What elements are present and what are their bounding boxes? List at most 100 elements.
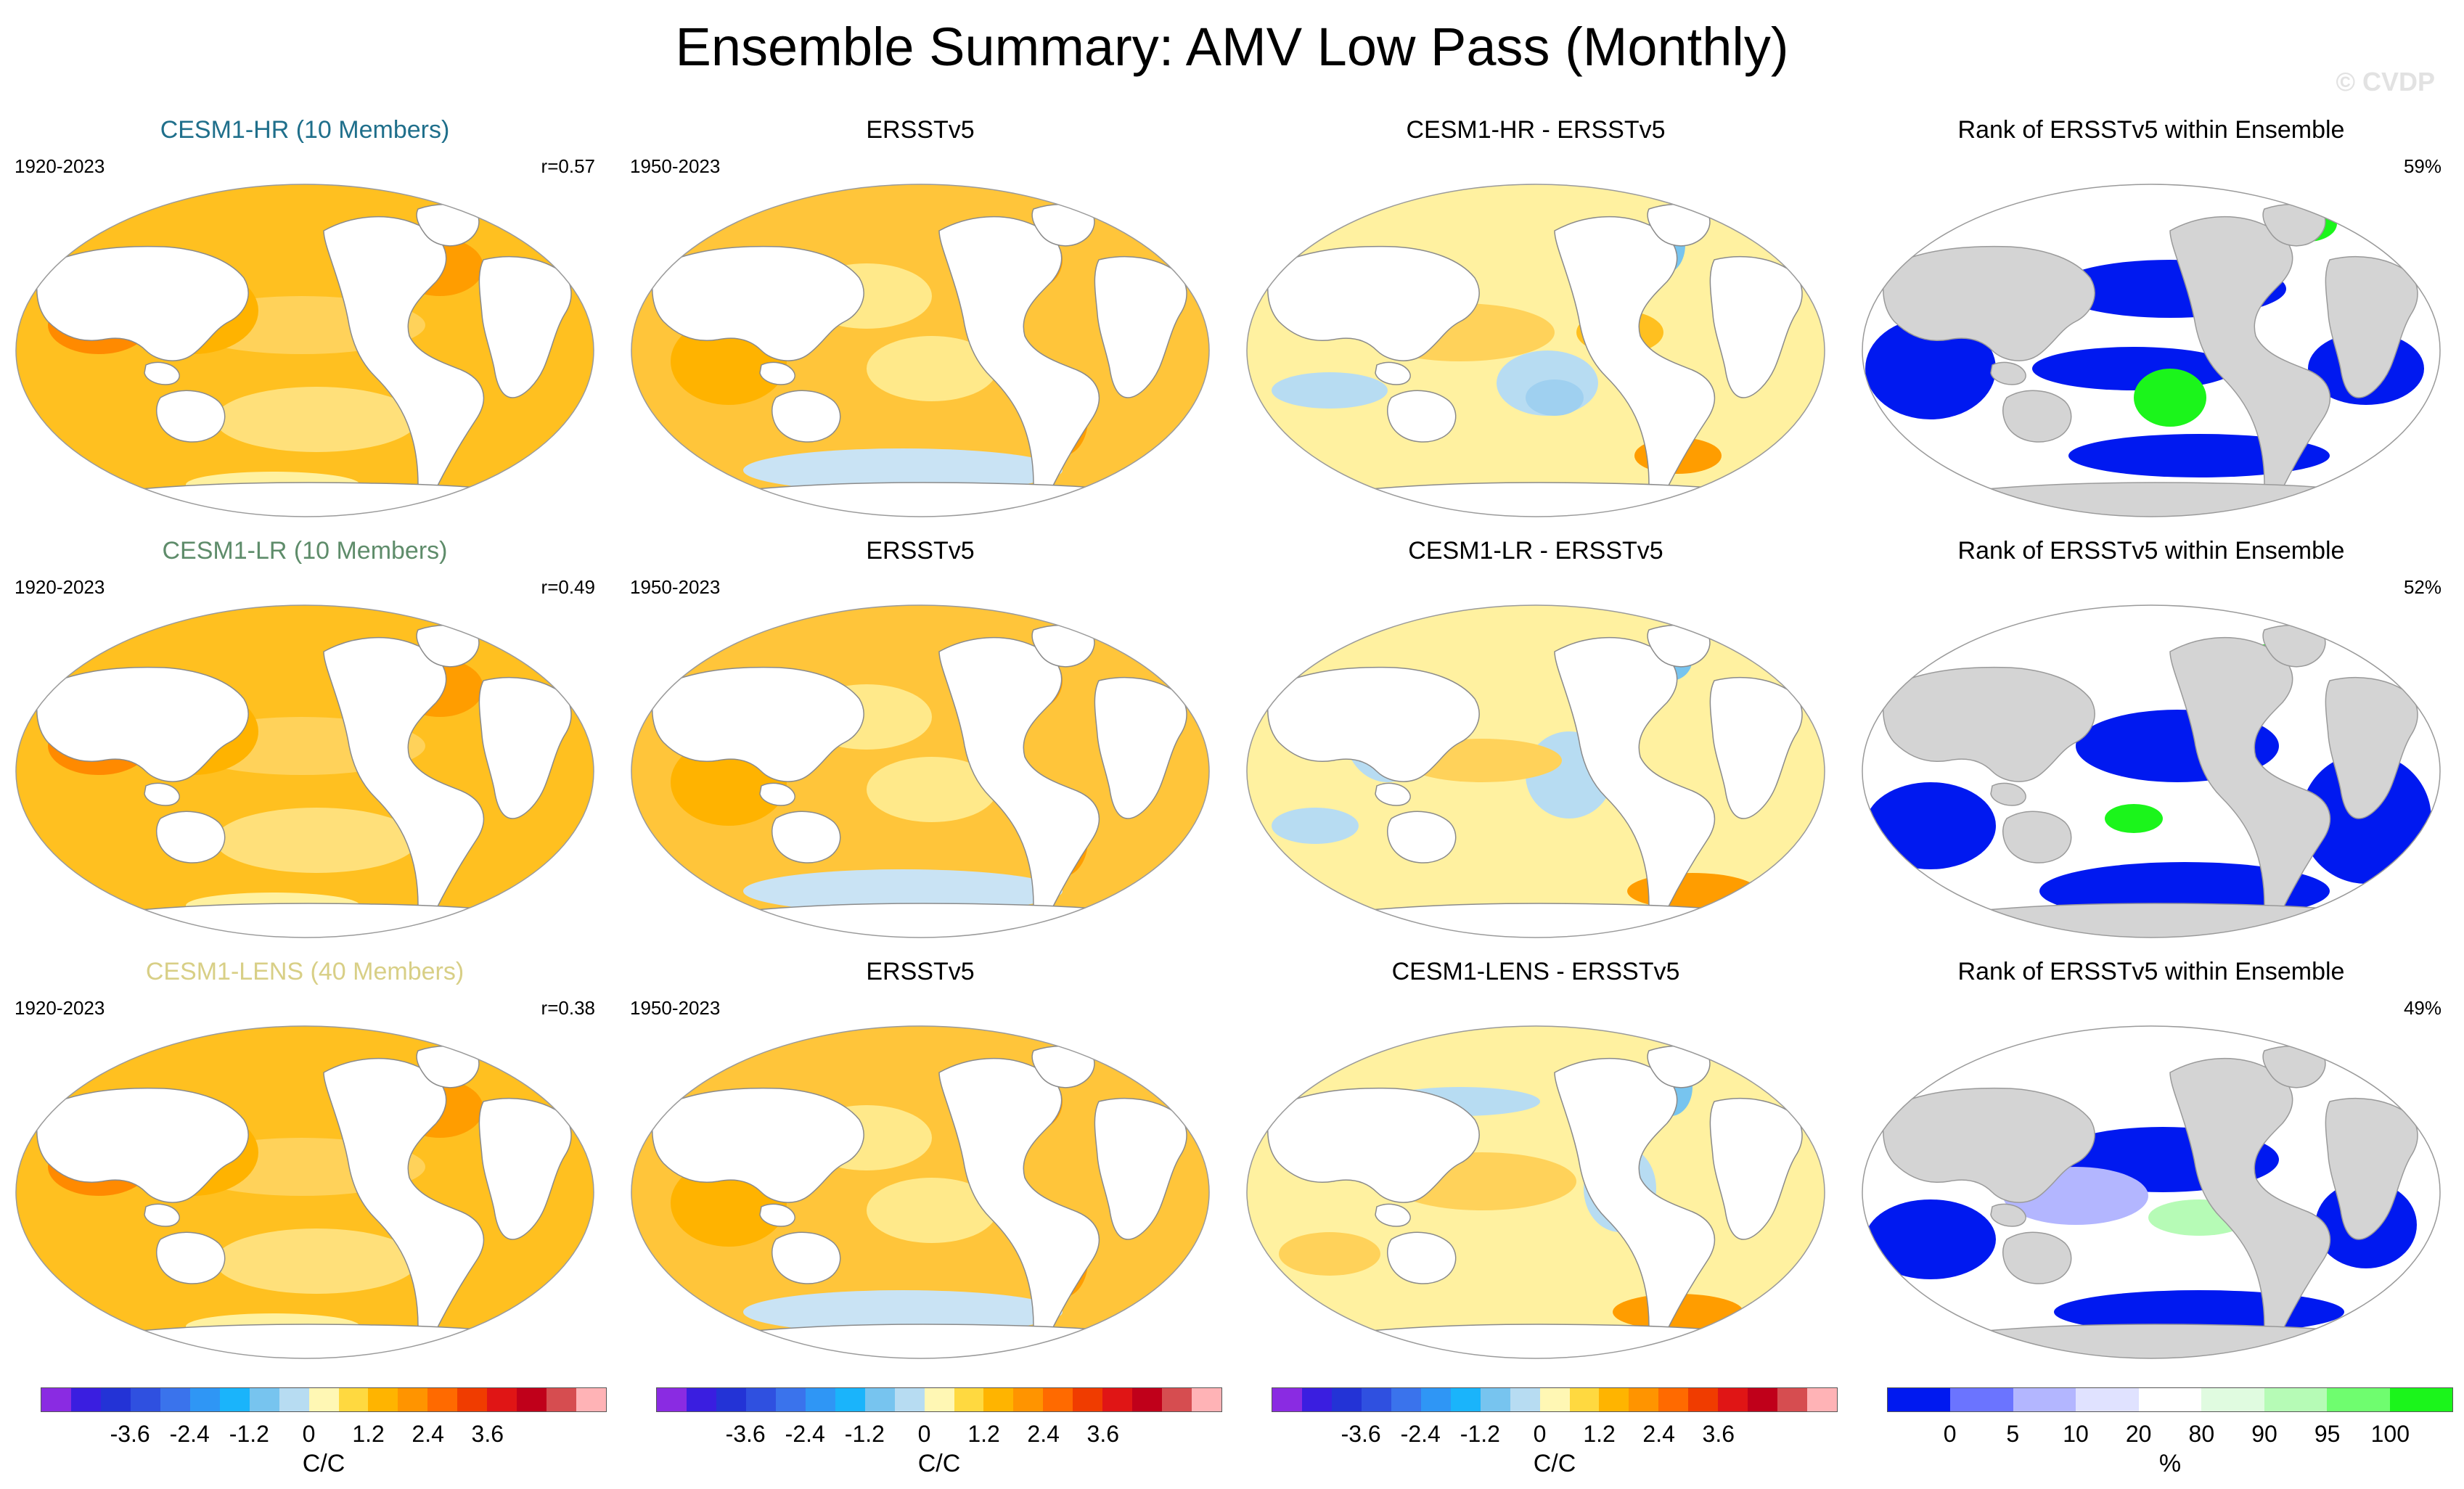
anomaly-region [743, 869, 1063, 913]
colorbar-tick-label: 90 [2251, 1421, 2277, 1447]
land-antarctica [1285, 1324, 1795, 1358]
colorbar-tick-label: 5 [2006, 1421, 2020, 1447]
panel-obs-r1: ERSSTv5 1950-2023 [615, 116, 1225, 522]
map-model-r1 [15, 184, 594, 517]
colorbar-swatch [1510, 1388, 1540, 1411]
colorbar-swatch [2389, 1388, 2452, 1411]
colorbar-tick-label: -2.4 [1400, 1421, 1441, 1447]
panel-title: Rank of ERSSTv5 within Ensemble [1957, 537, 2345, 565]
colorbar-swatch [1777, 1388, 1808, 1411]
colorbar-tick-label: 10 [2063, 1421, 2089, 1447]
anomaly-region [743, 448, 1063, 492]
land-eurasia_east [652, 245, 864, 361]
land-antarctica [1901, 903, 2410, 938]
colorbar-obs: -3.6 -2.4 -1.2 0 1.2 2.4 3.6 C/C [656, 1387, 1222, 1489]
land-australia [2002, 811, 2072, 864]
colorbar-tick-label: -1.2 [844, 1421, 885, 1447]
colorbar-swatch [1450, 1388, 1481, 1411]
map-outline [1862, 184, 2441, 517]
anomaly-region [743, 1290, 1063, 1334]
land-antarctica [670, 1324, 1179, 1358]
panel-diff-r1: CESM1-HR - ERSSTv5 [1231, 116, 1841, 522]
map-outline [1246, 184, 1825, 517]
colorbar-tick-label: 95 [2314, 1421, 2341, 1447]
colorbar-swatch [1331, 1388, 1362, 1411]
correlation-label: r=0.38 [541, 997, 595, 1019]
land-antarctica [1285, 482, 1795, 517]
land-eurasia_east [1267, 666, 1480, 782]
colorbar-swatch [775, 1388, 806, 1411]
colorbar-tick-label: 3.6 [1702, 1421, 1735, 1447]
colorbar-boxes [1887, 1387, 2453, 1412]
colorbar-tick-label: -1.2 [1460, 1421, 1500, 1447]
panel-diff-r3: CESM1-LENS - ERSSTv5 [1231, 958, 1841, 1364]
colorbar-diff: -3.6 -2.4 -1.2 0 1.2 2.4 3.6 C/C [1272, 1387, 1838, 1489]
colorbar-swatch [427, 1388, 458, 1411]
map-rank-r1 [1862, 184, 2441, 517]
panel-title: Rank of ERSSTv5 within Ensemble [1957, 116, 2345, 144]
land-maritime [1375, 361, 1411, 385]
land-eurasia_east [652, 666, 864, 782]
anomaly-region [2134, 369, 2206, 427]
years-label: 1950-2023 [630, 997, 721, 1019]
land-eurasia_east [1883, 666, 2095, 782]
colorbar-swatch [2076, 1388, 2139, 1411]
colorbar-swatch [1043, 1388, 1073, 1411]
colorbar-swatch [894, 1388, 925, 1411]
colorbar-swatch [1420, 1388, 1451, 1411]
colorbar-tick-label: -1.2 [229, 1421, 269, 1447]
colorbar-tick-label: 0 [917, 1421, 931, 1447]
colorbar-tick-label: 0 [1943, 1421, 1957, 1447]
colorbar-unit-label: C/C [1533, 1450, 1576, 1477]
rank-percent-label: 52% [2403, 576, 2442, 598]
colorbar-swatch [805, 1388, 835, 1411]
colorbar-model: -3.6 -2.4 -1.2 0 1.2 2.4 3.6 C/C [41, 1387, 607, 1489]
land-australia [771, 811, 841, 864]
colorbar-swatch [547, 1388, 577, 1411]
land-antarctica [1901, 482, 2410, 517]
colorbar-swatch [2201, 1388, 2264, 1411]
panel-title: CESM1-LENS - ERSSTv5 [1391, 958, 1680, 985]
panel-rank-r3: Rank of ERSSTv5 within Ensemble 49% [1846, 958, 2456, 1364]
years-label: 1920-2023 [15, 155, 105, 177]
colorbar-swatch [1272, 1388, 1302, 1411]
colorbar-swatch [1599, 1388, 1629, 1411]
colorbar-swatch [2138, 1388, 2202, 1411]
map-outline [15, 604, 594, 938]
land-eurasia_east [1267, 245, 1480, 361]
anomaly-region [215, 387, 418, 452]
colorbar-swatch [745, 1388, 776, 1411]
colorbar-tick-label: -3.6 [110, 1421, 150, 1447]
panel-title: CESM1-LR - ERSSTv5 [1408, 537, 1663, 565]
land-maritime [1990, 1203, 2026, 1227]
land-eurasia_east [36, 1087, 249, 1203]
land-antarctica [54, 1324, 564, 1358]
colorbar-swatch [487, 1388, 517, 1411]
land-maritime [759, 782, 795, 806]
map-outline [1246, 1025, 1825, 1359]
colorbar-swatch [279, 1388, 309, 1411]
land-americas [2169, 1057, 2330, 1338]
colorbar-swatch [1658, 1388, 1689, 1411]
map-obs-r3 [631, 1025, 1210, 1359]
colorbar-swatch [1013, 1388, 1044, 1411]
colorbar-swatch [160, 1388, 190, 1411]
map-obs-r1 [631, 184, 1210, 517]
colorbar-swatch [835, 1388, 865, 1411]
panel-model-r1: CESM1-HR (10 Members) 1920-2023 r=0.57 [0, 116, 610, 522]
land-australia [156, 811, 226, 864]
colorbar-tick-label: -3.6 [725, 1421, 766, 1447]
map-diff-r1 [1246, 184, 1825, 517]
colorbar-swatch [716, 1388, 746, 1411]
colorbar-tick-label: 2.4 [1642, 1421, 1675, 1447]
land-americas [938, 216, 1100, 496]
colorbar-tick-label: -2.4 [169, 1421, 210, 1447]
colorbar-swatch [1629, 1388, 1659, 1411]
colorbar-tick-label: 1.2 [1583, 1421, 1616, 1447]
land-americas [1554, 216, 1715, 496]
land-australia [156, 390, 226, 443]
colorbar-swatch [1888, 1388, 1951, 1411]
colorbar-swatch [954, 1388, 984, 1411]
colorbar-swatch [2264, 1388, 2328, 1411]
correlation-label: r=0.49 [541, 576, 595, 598]
